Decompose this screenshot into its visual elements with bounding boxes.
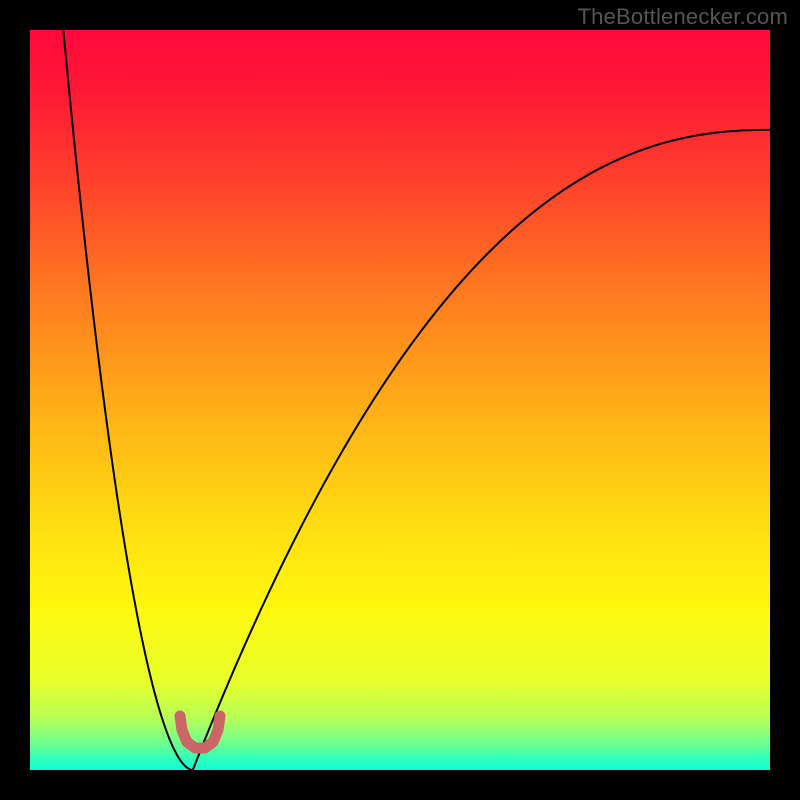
- bottleneck-chart: [0, 0, 800, 800]
- chart-gradient-background: [30, 30, 770, 770]
- chart-container: TheBottlenecker.com: [0, 0, 800, 800]
- watermark-label: TheBottlenecker.com: [578, 4, 788, 30]
